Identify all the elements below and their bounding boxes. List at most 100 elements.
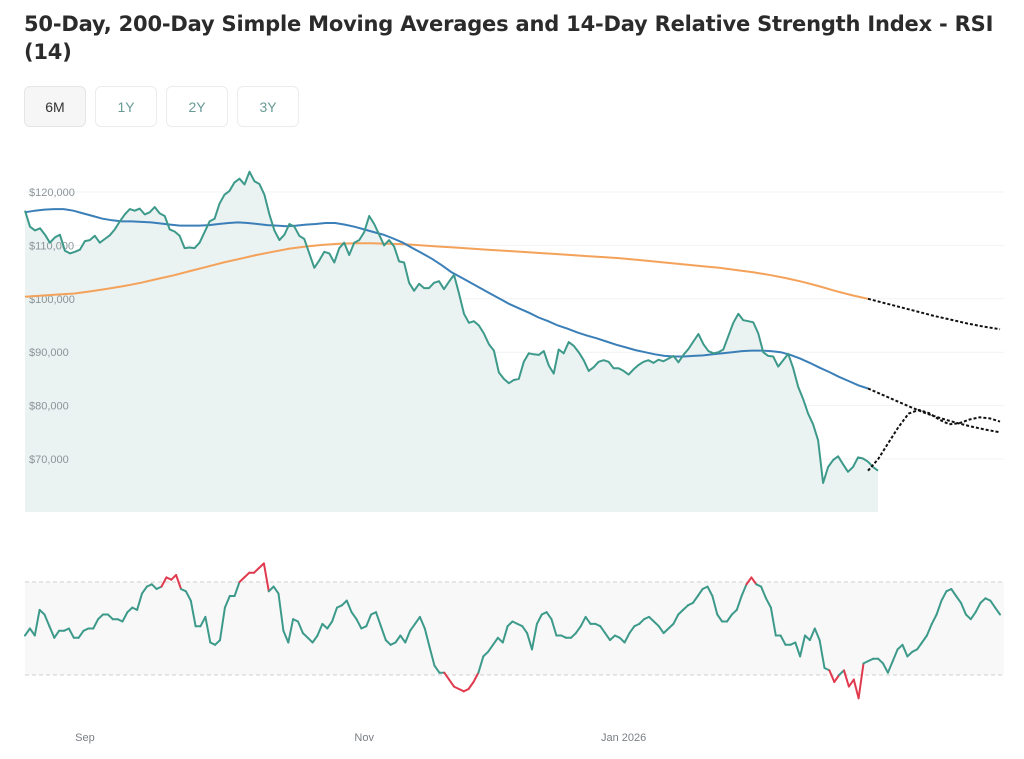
rsi-segment xyxy=(804,634,811,642)
rsi-segment xyxy=(331,606,338,623)
range-button-3y[interactable]: 3Y xyxy=(237,86,299,127)
rsi-segment xyxy=(43,613,51,628)
rsi-band xyxy=(25,581,1004,676)
rsi-segment xyxy=(33,608,41,637)
rsi-segment xyxy=(838,669,845,676)
rsi-segment xyxy=(141,585,148,595)
rsi-segment xyxy=(682,604,689,611)
rsi-segment xyxy=(428,646,436,667)
rsi-segment xyxy=(204,615,212,644)
rsi-segment xyxy=(691,595,699,604)
page-title: 50-Day, 200-Day Simple Moving Averages a… xyxy=(24,12,994,64)
rsi-segment xyxy=(345,599,353,614)
rsi-segment xyxy=(287,618,295,644)
rsi-segment xyxy=(652,620,660,628)
rsi-segment xyxy=(579,615,587,628)
rsi-segment xyxy=(375,611,382,628)
price-y-tick-label: $90,000 xyxy=(29,347,69,359)
range-button-6m[interactable]: 6M xyxy=(24,86,86,127)
rsi-segment xyxy=(716,613,724,623)
rsi-segment xyxy=(925,622,933,637)
rsi-segment xyxy=(199,615,207,628)
rsi-segment xyxy=(297,620,304,635)
rsi-segment xyxy=(994,606,1001,616)
x-tick-label: Nov xyxy=(354,732,374,744)
rsi-segment-extreme xyxy=(852,678,860,700)
rsi-segment-extreme xyxy=(472,671,480,683)
rsi-segment xyxy=(794,641,802,658)
rsi-segment xyxy=(930,613,938,625)
rsi-segment xyxy=(506,620,514,628)
rsi-segment xyxy=(779,634,787,646)
rsi-segment xyxy=(818,639,826,669)
rsi-segment xyxy=(584,615,592,625)
rsi-segment xyxy=(886,660,894,674)
rsi-segment-extreme xyxy=(833,674,841,683)
rsi-lines xyxy=(24,562,1001,700)
rsi-segment-extreme xyxy=(857,662,865,700)
rsi-segment xyxy=(969,611,977,621)
rsi-segment xyxy=(219,606,226,642)
rsi-segment xyxy=(526,632,533,651)
sma50-line xyxy=(24,208,869,390)
rsi-segment xyxy=(570,632,577,639)
price-lines xyxy=(24,170,1001,484)
range-button-2y[interactable]: 2Y xyxy=(166,86,228,127)
rsi-segment-extreme xyxy=(448,678,455,688)
rsi-segment-extreme xyxy=(843,669,850,688)
rsi-segment xyxy=(316,622,324,637)
rsi-segment xyxy=(901,643,909,658)
rsi-segment xyxy=(623,632,631,644)
rsi-segment xyxy=(950,588,958,597)
price-y-tick-label: $80,000 xyxy=(29,401,69,413)
rsi-segment xyxy=(24,627,31,637)
rsi-segment xyxy=(92,618,100,630)
rsi-segment xyxy=(418,615,426,630)
price-area-fill xyxy=(25,171,878,512)
rsi-segment xyxy=(531,622,538,651)
rsi-segment-extreme xyxy=(745,576,753,586)
rsi-segment xyxy=(765,597,772,609)
rsi-segment xyxy=(960,601,967,616)
rsi-segment xyxy=(916,641,923,651)
rsi-segment xyxy=(355,618,363,630)
rsi-segment-extreme xyxy=(847,678,855,688)
rsi-segment xyxy=(730,608,738,616)
rsi-segment xyxy=(48,625,56,639)
rsi-segment xyxy=(409,622,416,632)
rsi-segment xyxy=(267,585,275,593)
rsi-segment xyxy=(482,650,490,658)
rsi-segment xyxy=(882,662,889,674)
rsi-segment xyxy=(677,608,685,616)
rsi-segment xyxy=(121,611,129,623)
rsi-segment xyxy=(535,613,543,625)
rsi-segment xyxy=(501,625,509,644)
rsi-segment xyxy=(340,599,348,607)
rsi-segment xyxy=(935,599,943,616)
x-tick-label: Sep xyxy=(75,732,95,744)
sma200-line xyxy=(24,242,869,300)
rsi-segment-extreme xyxy=(828,669,836,683)
rsi-segment xyxy=(423,627,431,649)
rsi-segment xyxy=(477,655,485,674)
rsi-segment xyxy=(379,625,387,642)
rsi-segment xyxy=(964,613,972,621)
rsi-segment xyxy=(53,629,61,639)
rsi-segment xyxy=(740,583,748,597)
rsi-segment xyxy=(599,625,607,635)
rsi-segment xyxy=(711,595,719,616)
rsi-segment xyxy=(760,585,767,600)
rsi-segment xyxy=(321,622,329,630)
price-y-tick-label: $100,000 xyxy=(29,294,75,306)
rsi-segment-extreme xyxy=(243,571,251,579)
rsi-segment-extreme xyxy=(467,681,475,690)
rsi-segment xyxy=(769,606,777,637)
rsi-segment-extreme xyxy=(750,576,758,586)
rsi-segment xyxy=(28,627,36,637)
x-tick-label: Jan 2026 xyxy=(601,732,646,744)
rsi-segment xyxy=(989,599,997,609)
range-button-1y[interactable]: 1Y xyxy=(95,86,157,127)
rsi-segment xyxy=(433,664,441,674)
rsi-segment xyxy=(657,625,665,635)
rsi-segment xyxy=(414,615,421,625)
